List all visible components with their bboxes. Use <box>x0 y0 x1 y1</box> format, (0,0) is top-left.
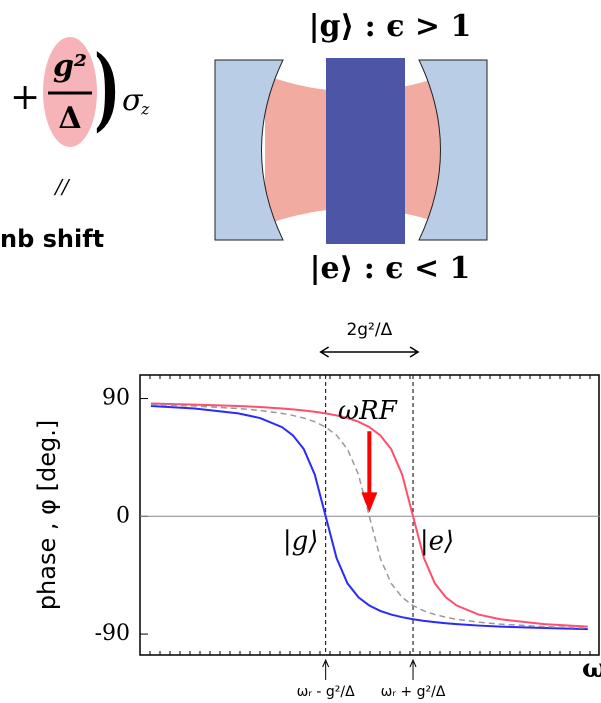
y-tick-label: 0 <box>116 503 130 528</box>
series-label: ωRF <box>338 396 398 426</box>
dielectric <box>326 58 405 244</box>
tick-arrow <box>410 660 416 680</box>
series-label: |g⟩ <box>283 526 319 556</box>
x-axis-label: ω <box>582 654 601 684</box>
numerator: g² <box>53 49 87 84</box>
caption: nb shift <box>0 225 104 253</box>
operator-sub: z <box>140 100 150 119</box>
y-tick-label: 90 <box>102 386 130 411</box>
series-label: |e⟩ <box>420 526 454 556</box>
vline-label: ωᵣ - g²/Δ <box>297 684 356 699</box>
denominator: Δ <box>58 101 81 136</box>
equals: // <box>53 175 71 199</box>
y-tick-label: -90 <box>95 621 130 646</box>
bottom-label: |e⟩ : ϵ < 1 <box>310 251 471 286</box>
paren: ) <box>94 35 121 141</box>
tick-arrow <box>323 660 329 680</box>
plus: + <box>10 77 40 118</box>
page: + g² Δ ) σ z // nb shift |g⟩ : ϵ > 1 |e⟩… <box>0 0 601 699</box>
top-label: |g⟩ : ϵ > 1 <box>309 9 472 44</box>
split-label: 2g²/Δ <box>346 320 392 340</box>
y-axis-label: phase , φ [deg.] <box>33 420 61 610</box>
rf-arrowhead <box>361 492 377 512</box>
vline-label: ωᵣ + g²/Δ <box>381 684 446 699</box>
split-arrow <box>321 347 418 357</box>
